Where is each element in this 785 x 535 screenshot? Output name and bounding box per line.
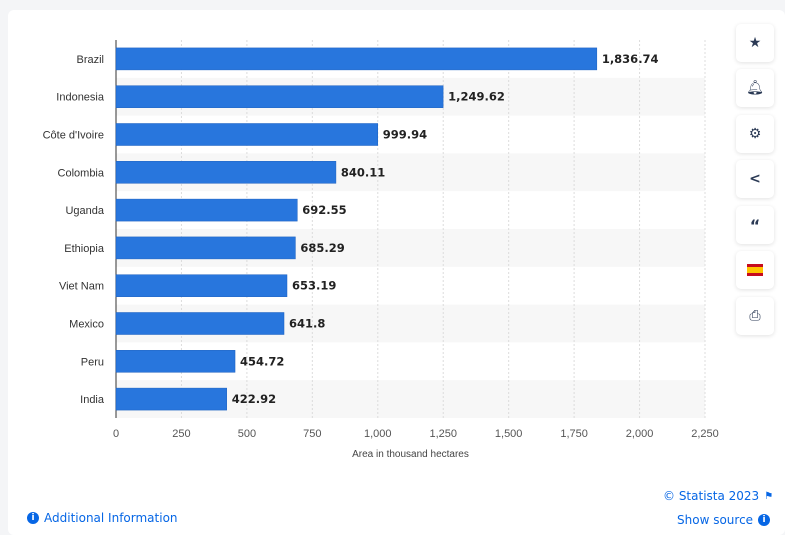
bar (115, 312, 285, 335)
x-tick-label: 0 (113, 428, 119, 440)
bar (115, 47, 598, 71)
info-icon: i (27, 512, 39, 524)
category-label: Brazil (76, 54, 104, 66)
spain-flag-icon (747, 264, 763, 276)
flag-icon: ⚑ (764, 490, 774, 502)
print-icon: ⎙ (749, 308, 761, 324)
x-tick-label: 1,500 (495, 428, 523, 440)
settings-button[interactable]: ⚙ (736, 115, 774, 153)
bar (115, 350, 236, 373)
x-tick-label: 1,250 (429, 428, 457, 440)
notification-button[interactable]: 🔔︎ (736, 69, 774, 107)
bar (115, 236, 296, 260)
category-label: Ethiopia (64, 243, 105, 255)
x-axis-title: Area in thousand hectares (352, 449, 469, 460)
statista-copyright[interactable]: © Statista 2023 ⚑ (663, 489, 773, 503)
x-tick-label: 750 (303, 428, 321, 440)
data-label: 692.55 (302, 203, 346, 217)
x-tick-label: 250 (172, 428, 190, 440)
cite-button[interactable]: “ (736, 206, 774, 244)
category-label: Viet Nam (59, 281, 104, 293)
x-tick-label: 1,000 (364, 428, 392, 440)
bar (115, 161, 337, 184)
data-label: 840.11 (341, 165, 385, 179)
data-label: 653.19 (292, 279, 336, 293)
data-label: 685.29 (300, 241, 344, 255)
bar-chart: 0 250 500 750 1,000 1,250 1,500 1,750 2,000 2,250… (43, 40, 719, 460)
category-label: Côte d'Ivoire (43, 130, 104, 142)
bar (115, 123, 379, 146)
x-tick-label: 2,000 (626, 428, 654, 440)
print-button[interactable]: ⎙ (736, 297, 774, 335)
x-tick-label: 500 (238, 428, 256, 440)
bar (115, 274, 288, 297)
data-label: 1,836.74 (602, 52, 659, 66)
share-button[interactable]: < (736, 160, 774, 198)
data-label: 641.8 (289, 317, 325, 331)
x-tick-label: 2,250 (691, 428, 719, 440)
data-label: 454.72 (240, 354, 284, 368)
info-icon: i (758, 514, 771, 526)
favorite-button[interactable]: ★ (736, 24, 774, 62)
data-label: 999.94 (383, 128, 427, 142)
bell-icon: 🔔︎ (746, 80, 764, 96)
language-button[interactable] (736, 251, 774, 289)
x-tick-label: 1,750 (560, 428, 588, 440)
gear-icon: ⚙ (748, 126, 762, 142)
category-label: Peru (81, 356, 104, 368)
category-label: Mexico (69, 319, 104, 331)
category-label: Uganda (65, 205, 104, 217)
star-icon: ★ (748, 35, 762, 51)
additional-info-text: Additional Information (44, 511, 178, 525)
category-label: India (80, 394, 105, 406)
show-source-text: Show source (677, 513, 754, 527)
quote-icon: “ (749, 215, 761, 235)
bar (115, 85, 444, 108)
bar (115, 387, 227, 411)
copyright-text: © Statista 2023 (663, 489, 760, 503)
category-label: Colombia (58, 167, 105, 179)
share-icon: < (749, 171, 761, 187)
data-label: 1,249.62 (448, 90, 505, 104)
show-source-link[interactable]: Show source i (677, 513, 771, 527)
data-label: 422.92 (232, 392, 276, 406)
additional-information-link[interactable]: i Additional Information (27, 511, 178, 525)
category-label: Indonesia (56, 92, 105, 104)
bar (115, 198, 298, 222)
